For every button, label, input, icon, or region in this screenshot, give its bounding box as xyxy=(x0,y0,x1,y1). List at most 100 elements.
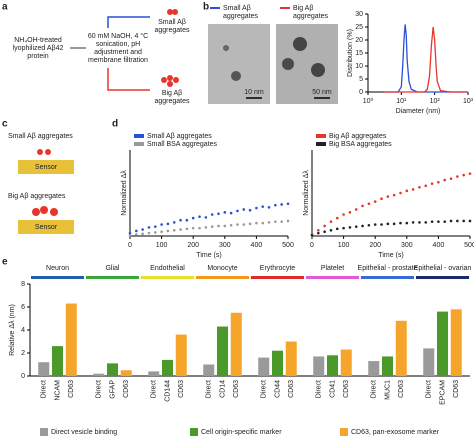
y-tick-label: 2 xyxy=(21,350,25,357)
legend-swatch xyxy=(190,428,198,436)
point xyxy=(373,200,377,203)
sensor xyxy=(18,160,74,174)
y-tick-label: 8 xyxy=(21,281,25,288)
sensor xyxy=(18,220,74,234)
point xyxy=(179,218,182,222)
arrow xyxy=(107,16,150,28)
point xyxy=(392,193,396,197)
point xyxy=(223,211,227,214)
bar xyxy=(450,309,462,376)
group-label: Platelet xyxy=(321,265,344,272)
bar xyxy=(340,349,352,376)
x-tick-label: 0 xyxy=(310,242,314,249)
legend-swatch xyxy=(40,428,48,436)
point xyxy=(335,216,339,220)
x-tick-label: 300 xyxy=(401,242,413,249)
x-tick-label: 10⁰ xyxy=(363,97,374,105)
point xyxy=(317,231,320,235)
legend-label: Small BSA aggregates xyxy=(147,141,218,148)
point xyxy=(386,222,390,226)
group-band xyxy=(86,276,139,279)
point xyxy=(424,221,428,224)
icon xyxy=(167,75,173,81)
point xyxy=(361,224,364,228)
x-tick-label: 10² xyxy=(430,98,441,105)
diagram-a: NH₄OH-treated lyophilized Aβ42 protein 6… xyxy=(13,9,190,105)
scale-label: 50 nm xyxy=(312,89,332,96)
particle xyxy=(311,63,325,77)
label: 60 mM NaOH, 4 °C xyxy=(88,32,148,40)
point xyxy=(468,172,472,175)
point xyxy=(210,225,214,228)
legend-swatch xyxy=(316,142,326,146)
label: Big Aβ xyxy=(162,90,182,97)
y-tick-label: 6 xyxy=(21,304,25,311)
point xyxy=(204,216,208,219)
x-tick-label: Direct xyxy=(151,380,158,398)
point xyxy=(217,212,220,216)
x-tick-label: Direct xyxy=(261,380,268,398)
point xyxy=(274,220,277,223)
label: aggregates xyxy=(223,13,259,20)
bar xyxy=(395,320,407,376)
point xyxy=(198,226,201,230)
point xyxy=(128,231,132,235)
point xyxy=(223,224,227,228)
panel-label: d xyxy=(112,119,118,130)
label: NH₄OH-treated xyxy=(14,37,62,44)
point xyxy=(329,228,333,232)
legend-label: Big BSA aggregates xyxy=(329,141,392,148)
point xyxy=(217,224,220,228)
bar xyxy=(437,311,448,376)
icon xyxy=(167,9,173,15)
bar xyxy=(93,373,105,376)
y-tick-label: 4 xyxy=(21,327,25,334)
bar xyxy=(148,371,160,376)
bar xyxy=(120,370,132,376)
icon xyxy=(161,77,167,83)
label: Sensor xyxy=(35,224,58,231)
point xyxy=(411,221,415,224)
icon xyxy=(172,9,178,15)
tem-images: Small Aβ aggregates Big Aβ aggregates 10… xyxy=(208,5,338,104)
legend-label: Big Aβ aggregates xyxy=(329,133,387,140)
point xyxy=(280,203,283,206)
bar xyxy=(203,364,215,376)
y-axis-label: Distribution (%) xyxy=(347,29,354,77)
label: sonication, pH xyxy=(96,41,140,48)
x-tick-label: CD63 xyxy=(68,380,75,398)
point xyxy=(405,221,409,225)
point xyxy=(248,208,252,212)
x-tick-label: 10³ xyxy=(463,98,474,105)
point xyxy=(191,216,195,220)
group-label: Monocyte xyxy=(207,265,237,272)
group-band xyxy=(251,276,304,279)
point xyxy=(418,185,421,189)
point xyxy=(128,233,132,237)
x-axis-label: Time (s) xyxy=(196,252,221,259)
particle xyxy=(223,45,229,51)
icon xyxy=(50,208,58,216)
point xyxy=(437,220,440,223)
x-tick-label: 500 xyxy=(282,242,294,249)
point xyxy=(242,208,246,211)
point xyxy=(141,232,144,236)
point xyxy=(430,220,434,223)
point xyxy=(367,202,371,206)
bar xyxy=(313,356,325,376)
point xyxy=(255,206,258,210)
point xyxy=(380,197,383,201)
icon xyxy=(37,149,43,155)
point xyxy=(172,228,176,232)
point xyxy=(261,205,265,208)
x-tick-label: Direct xyxy=(41,380,48,398)
group-band xyxy=(416,276,469,279)
x-tick-label: 400 xyxy=(433,242,445,249)
group-band xyxy=(306,276,359,279)
point xyxy=(286,202,290,206)
x-tick-label: NCAM xyxy=(54,380,61,401)
point xyxy=(267,221,271,224)
group-band xyxy=(361,276,414,279)
point xyxy=(236,209,239,213)
y-tick-label: 0 xyxy=(21,373,25,380)
